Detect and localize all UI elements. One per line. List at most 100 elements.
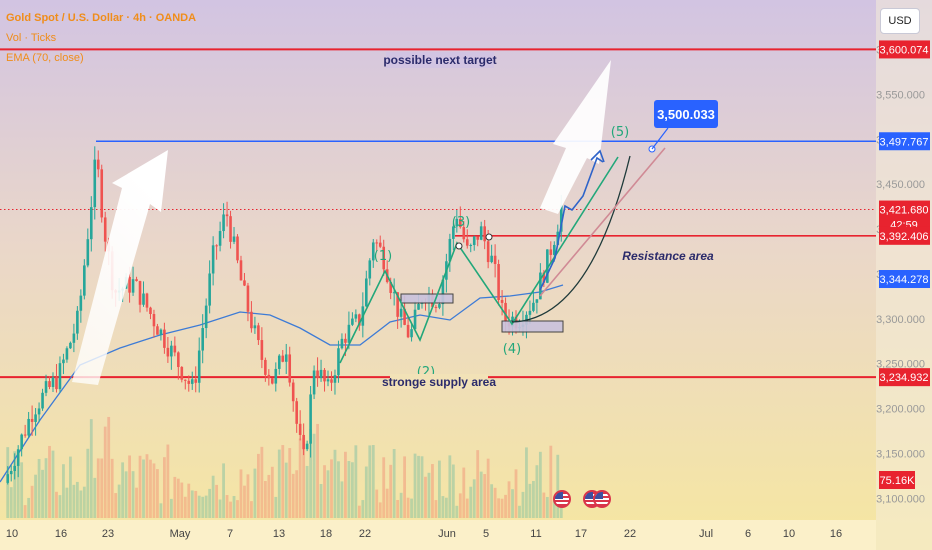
time-tick-label: 23 (102, 528, 114, 540)
price-axis: 3,100.000 3,150.000 3,200.000 3,250.000 3,30… (876, 40, 930, 505)
volume-bar (444, 497, 448, 518)
candle-body (288, 354, 292, 383)
time-tick-label: 7 (227, 528, 233, 540)
us-flag-icon[interactable] (593, 490, 611, 508)
volume-bar (305, 465, 309, 518)
volume-bar (173, 476, 177, 518)
candle-body (13, 465, 17, 471)
candle-body (559, 205, 563, 232)
volume-bar (86, 448, 90, 518)
elliott-wave-line (339, 156, 619, 364)
candle-body (459, 218, 462, 228)
volume-bar (110, 458, 114, 518)
volume-bar (267, 474, 271, 518)
volume-bar (131, 471, 135, 518)
candle-body (170, 345, 173, 357)
price-badge (879, 226, 930, 245)
volume-bar (302, 437, 306, 518)
volume-bar (291, 473, 295, 518)
time-tick-label: 13 (273, 528, 285, 540)
time-tick-label: 10 (6, 528, 18, 540)
volume-bar (253, 468, 257, 518)
candle-body (295, 401, 298, 424)
candle-body (145, 293, 149, 308)
volume-bar (486, 458, 490, 518)
volume-bar (347, 461, 351, 518)
volume-bar (62, 464, 65, 518)
volume-bar (434, 500, 438, 518)
price-badge (879, 40, 930, 59)
volume-bar (295, 470, 299, 518)
volume-bar (121, 462, 125, 518)
wave-label: (1) (374, 249, 392, 264)
ema-indicator-label[interactable]: EMA (70, close) (6, 52, 84, 64)
resistance-area-label: Resistance area (622, 249, 714, 263)
volume-bar (350, 462, 354, 518)
volume-bar (135, 487, 138, 518)
time-tick-label: 18 (320, 528, 332, 540)
volume-bar (215, 484, 219, 518)
candle-body (229, 216, 232, 242)
price-badge-label: 3,497.767 (880, 136, 929, 148)
volume-bar (89, 419, 93, 518)
candle-body (260, 340, 264, 360)
ema-line (0, 284, 564, 483)
candle-body (354, 314, 358, 319)
candle-body (83, 265, 86, 296)
candles[interactable] (6, 146, 563, 485)
candle-body (532, 302, 535, 311)
supply-area-label: stronge supply area (382, 375, 496, 389)
volume-bar (277, 449, 281, 518)
volume-bar (149, 459, 152, 518)
volume-bar (500, 498, 504, 518)
candle-body (403, 308, 406, 325)
volume-bar (375, 489, 379, 518)
volume-bar (417, 455, 420, 518)
candle-body (291, 382, 295, 402)
volume-bar (204, 495, 208, 518)
volume-bar (354, 445, 358, 518)
volume-bar (344, 451, 347, 518)
candle-body (103, 217, 107, 242)
candle-body (86, 239, 90, 266)
volume-bar (274, 496, 278, 518)
parabolic-curve (511, 155, 631, 323)
volume-bar (107, 416, 111, 518)
volume-bar (117, 484, 121, 518)
time-tick-label: May (170, 528, 191, 540)
price-badge-label: 3,392.406 (880, 231, 929, 243)
symbol-title[interactable]: Gold Spot / U.S. Dollar · 4h · OANDA (6, 12, 197, 24)
volume-bar (260, 446, 264, 518)
target-price-badge (654, 100, 718, 128)
ema-curve (0, 284, 564, 483)
price-badge-label: 3,600.074 (880, 44, 929, 56)
volume-bar (270, 466, 274, 518)
candle-body (250, 311, 253, 329)
candle-body (16, 449, 20, 466)
volume-bar (93, 477, 97, 518)
us-flag-icon[interactable] (553, 490, 571, 508)
price-badge-label: 3,421.680 (880, 205, 929, 217)
candle-body (486, 241, 490, 263)
volume-bar (420, 456, 424, 518)
time-tick-label: 22 (624, 528, 636, 540)
currency-button[interactable]: USD (880, 8, 920, 34)
volume-bar (187, 483, 191, 518)
volume-bar (211, 475, 215, 518)
time-tick-label: 17 (575, 528, 587, 540)
candle-body (413, 309, 417, 330)
volume-indicator-label[interactable]: Vol · Ticks (6, 32, 57, 44)
volume-bar (159, 503, 163, 518)
volume-bar (385, 488, 389, 518)
volume-bar (166, 444, 170, 518)
swing-marker (485, 233, 493, 241)
candle-body (316, 370, 319, 378)
volume-bar (538, 451, 542, 518)
volume-bar (483, 474, 487, 518)
candle-body (284, 354, 288, 362)
volume-bar (229, 501, 232, 518)
volume-bar (79, 490, 83, 518)
candle-body (180, 367, 184, 380)
